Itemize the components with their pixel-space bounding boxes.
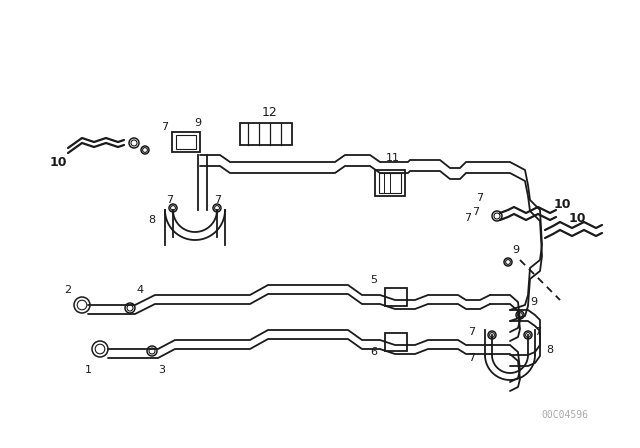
Text: 7: 7: [161, 122, 168, 132]
Text: 8: 8: [547, 345, 554, 355]
Text: 5: 5: [371, 275, 378, 285]
Text: 7: 7: [465, 213, 472, 223]
Bar: [379, 173, 401, 193]
Text: 7: 7: [166, 195, 173, 205]
Text: 10: 10: [49, 156, 67, 169]
Text: 10: 10: [553, 198, 571, 211]
Bar: [375, 170, 405, 196]
Text: 7: 7: [534, 327, 541, 337]
Text: 7: 7: [468, 353, 476, 363]
Bar: [385, 288, 407, 306]
Text: 11: 11: [386, 153, 400, 163]
Text: 00C04596: 00C04596: [541, 410, 589, 420]
Text: 4: 4: [136, 285, 143, 295]
Text: 1: 1: [84, 365, 92, 375]
Bar: [240, 123, 292, 145]
Text: 9: 9: [513, 245, 520, 255]
Text: 8: 8: [148, 215, 156, 225]
Text: 3: 3: [159, 365, 166, 375]
Text: 2: 2: [65, 285, 72, 295]
Text: 6: 6: [371, 347, 378, 357]
Text: 9: 9: [531, 297, 538, 307]
Bar: [172, 132, 200, 152]
Text: 7: 7: [468, 327, 476, 337]
Text: 7: 7: [214, 195, 221, 205]
Bar: [385, 333, 407, 351]
Text: 9: 9: [195, 118, 202, 128]
Bar: [176, 135, 196, 149]
Text: 12: 12: [262, 107, 278, 120]
Text: 7: 7: [476, 193, 484, 203]
Text: 7: 7: [472, 207, 479, 217]
Text: 10: 10: [568, 211, 586, 224]
